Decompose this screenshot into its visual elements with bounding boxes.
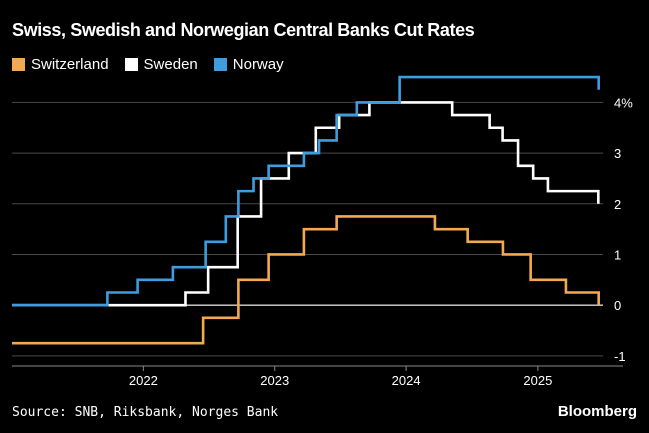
y-tick-label-5: -1 bbox=[614, 349, 626, 364]
y-tick-label-0: 4% bbox=[614, 95, 633, 110]
series-layer bbox=[12, 75, 600, 345]
legend-swatch-switzerland bbox=[12, 58, 25, 71]
legend: Switzerland Sweden Norway bbox=[12, 56, 300, 73]
y-tick-label-3: 1 bbox=[614, 247, 621, 262]
y-tick-label-1: 3 bbox=[614, 146, 621, 161]
series-line-norway bbox=[12, 75, 600, 307]
series-line-sweden bbox=[12, 101, 600, 307]
legend-item-switzerland: Switzerland bbox=[12, 56, 109, 73]
legend-label-sweden: Sweden bbox=[143, 56, 198, 73]
legend-item-sweden: Sweden bbox=[124, 56, 198, 73]
x-tick-label-1: 2023 bbox=[260, 373, 289, 388]
legend-swatch-sweden bbox=[124, 58, 138, 71]
y-tick-label-4: 0 bbox=[614, 298, 621, 313]
x-tick-label-0: 2022 bbox=[129, 373, 158, 388]
brand-logo: Bloomberg bbox=[557, 403, 637, 420]
legend-swatch-norway bbox=[213, 58, 227, 71]
legend-label-norway: Norway bbox=[232, 56, 284, 73]
legend-label-switzerland: Switzerland bbox=[31, 56, 109, 73]
x-tick-label-2: 2024 bbox=[392, 373, 421, 388]
x-tick-label-3: 2025 bbox=[523, 373, 552, 388]
chart-title: Swiss, Swedish and Norwegian Central Ban… bbox=[12, 20, 475, 40]
source-note: Source: SNB, Riksbank, Norges Bank bbox=[12, 405, 279, 420]
axis-layer: 4% 3 2 1 0 -1 2022 2023 2024 2025 bbox=[12, 95, 633, 388]
legend-item-norway: Norway bbox=[213, 56, 284, 73]
series-line-switzerland bbox=[12, 215, 600, 345]
y-tick-label-2: 2 bbox=[614, 197, 621, 212]
